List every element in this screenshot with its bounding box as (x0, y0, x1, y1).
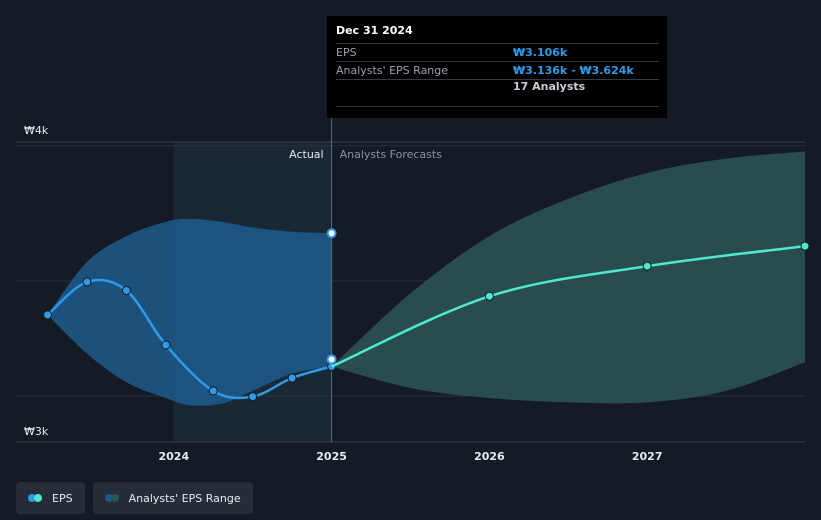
y-tick-label: ₩4k (24, 124, 49, 137)
legend-range-label: Analysts' EPS Range (128, 491, 241, 505)
forecast-eps-point (642, 261, 652, 271)
tooltip-eps-value: ₩3.106k (513, 46, 568, 59)
actual-eps-point (287, 373, 297, 383)
y-tick-label: ₩3k (24, 425, 49, 438)
legend-eps-button[interactable]: EPS (16, 482, 85, 514)
legend: EPS Analysts' EPS Range (16, 482, 253, 514)
actual-range-band (47, 218, 332, 406)
forecast-eps-point (484, 291, 494, 301)
eps-legend-icon (28, 493, 44, 503)
tooltip-date: Dec 31 2024 (336, 24, 413, 37)
actual-eps-point (208, 386, 218, 396)
actual-eps-point (248, 392, 258, 402)
range-legend-icon (104, 493, 121, 503)
tooltip-eps-row: EPS ₩3.106k (336, 43, 659, 61)
x-tick-label: 2027 (632, 450, 663, 463)
tooltip-range-row: Analysts' EPS Range ₩3.136k - ₩3.624k (336, 61, 659, 79)
forecast-section-label: Analysts Forecasts (340, 148, 443, 161)
legend-range-button[interactable]: Analysts' EPS Range (92, 482, 253, 514)
actual-eps-point (121, 286, 131, 296)
x-tick-label: 2024 (158, 450, 189, 463)
actual-section-label: Actual (289, 148, 323, 161)
actual-eps-point (161, 340, 171, 350)
forecast-eps-point (800, 241, 810, 251)
actual-eps-point (82, 277, 92, 287)
tooltip-marker-0 (326, 228, 337, 239)
tooltip: Dec 31 2024 EPS ₩3.106k Analysts' EPS Ra… (327, 16, 667, 118)
tooltip-marker-1 (326, 354, 337, 365)
legend-eps-label: EPS (52, 491, 73, 505)
tooltip-analysts-count: 17 Analysts (513, 80, 586, 93)
tooltip-eps-label: EPS (336, 46, 357, 59)
tooltip-analysts-row: 17 Analysts (336, 79, 659, 107)
actual-eps-line (46, 278, 332, 400)
tooltip-range-value: ₩3.136k - ₩3.624k (513, 64, 634, 77)
actual-eps-point (43, 310, 53, 320)
x-tick-label: 2026 (474, 450, 505, 463)
tooltip-range-label: Analysts' EPS Range (336, 64, 449, 77)
x-tick-label: 2025 (316, 450, 347, 463)
forecast-eps-line (331, 244, 806, 368)
